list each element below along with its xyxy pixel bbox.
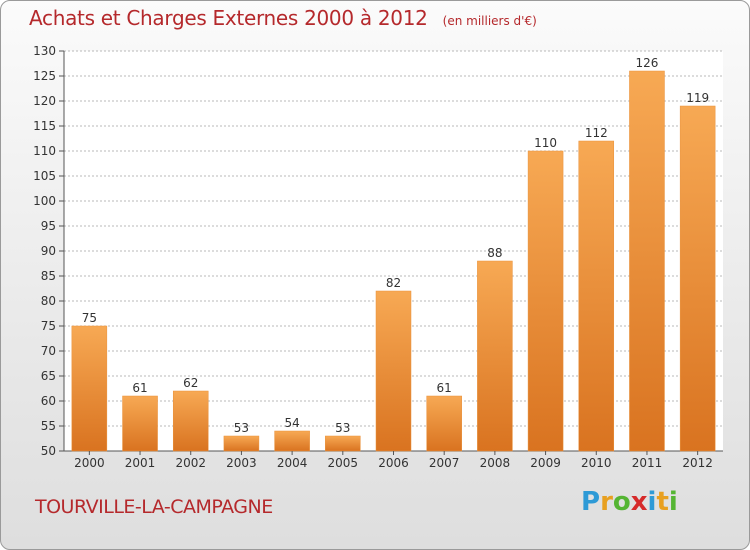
bar-value-label: 112 (585, 126, 608, 140)
bar-value-label: 110 (534, 136, 557, 150)
logo-letter: i (647, 487, 657, 517)
x-tick-label: 2004 (277, 456, 308, 470)
x-tick-label: 2012 (682, 456, 713, 470)
bar-2001 (122, 395, 158, 452)
y-tick-label: 75 (41, 319, 56, 333)
y-tick-label: 115 (33, 119, 56, 133)
bar-value-label: 75 (82, 311, 97, 325)
logo-letter: P (581, 487, 601, 517)
logo-letter: t (656, 487, 669, 517)
x-tick-label: 2001 (125, 456, 156, 470)
chart-title: Achats et Charges Externes 2000 à 2012 (29, 6, 428, 30)
bar-2003 (223, 435, 260, 452)
y-tick-label: 60 (41, 394, 56, 408)
x-tick-label: 2011 (632, 456, 663, 470)
chart-header: Achats et Charges Externes 2000 à 2012 (… (29, 6, 537, 30)
bar-value-label: 54 (284, 416, 299, 430)
logo-letter: i (668, 487, 678, 517)
x-tick-label: 2010 (581, 456, 612, 470)
proxiti-logo: Proxiti (581, 487, 678, 517)
x-tick-label: 2008 (480, 456, 511, 470)
y-tick-label: 130 (33, 44, 56, 58)
bar-2008 (477, 260, 513, 452)
y-tick-label: 90 (41, 244, 56, 258)
logo-letter: r (600, 487, 613, 517)
bar-value-label: 53 (234, 421, 249, 435)
bar-2012 (679, 105, 716, 452)
x-tick-label: 2000 (74, 456, 105, 470)
bar-2005 (325, 435, 361, 452)
y-tick-label: 65 (41, 369, 56, 383)
bar-value-label: 53 (335, 421, 350, 435)
x-tick-label: 2009 (530, 456, 561, 470)
bar-2002 (172, 390, 209, 452)
y-tick-label: 80 (41, 294, 56, 308)
bar-2009 (527, 150, 564, 452)
bar-2004 (274, 430, 310, 452)
x-tick-label: 2003 (226, 456, 257, 470)
bar-2010 (578, 140, 615, 452)
y-tick-label: 70 (41, 344, 56, 358)
y-tick-label: 85 (41, 269, 56, 283)
city-name: TOURVILLE-LA-CAMPAGNE (35, 496, 273, 518)
y-tick-label: 120 (33, 94, 56, 108)
x-tick-label: 2006 (378, 456, 409, 470)
bar-value-label: 61 (132, 381, 147, 395)
y-tick-label: 55 (41, 419, 56, 433)
x-tick-label: 2002 (175, 456, 206, 470)
y-tick-label: 105 (33, 169, 56, 183)
bar-value-label: 119 (686, 91, 709, 105)
bar-2000 (71, 325, 108, 452)
x-tick-label: 2005 (328, 456, 359, 470)
bar-value-label: 126 (636, 56, 659, 70)
bar-value-label: 82 (386, 276, 401, 290)
bar-value-label: 61 (437, 381, 452, 395)
bar-value-label: 62 (183, 376, 198, 390)
bar-2006 (375, 290, 412, 452)
x-tick-label: 2007 (429, 456, 460, 470)
bar-2007 (426, 395, 462, 452)
y-tick-label: 100 (33, 194, 56, 208)
logo-letter: x (630, 487, 648, 517)
y-tick-label: 125 (33, 69, 56, 83)
bar-2011 (629, 70, 665, 452)
bar-value-label: 88 (487, 246, 502, 260)
y-tick-label: 50 (41, 444, 56, 458)
y-tick-label: 95 (41, 219, 56, 233)
y-tick-label: 110 (33, 144, 56, 158)
logo-letter: o (612, 487, 631, 517)
chart-subtitle: (en milliers d'€) (442, 14, 537, 28)
